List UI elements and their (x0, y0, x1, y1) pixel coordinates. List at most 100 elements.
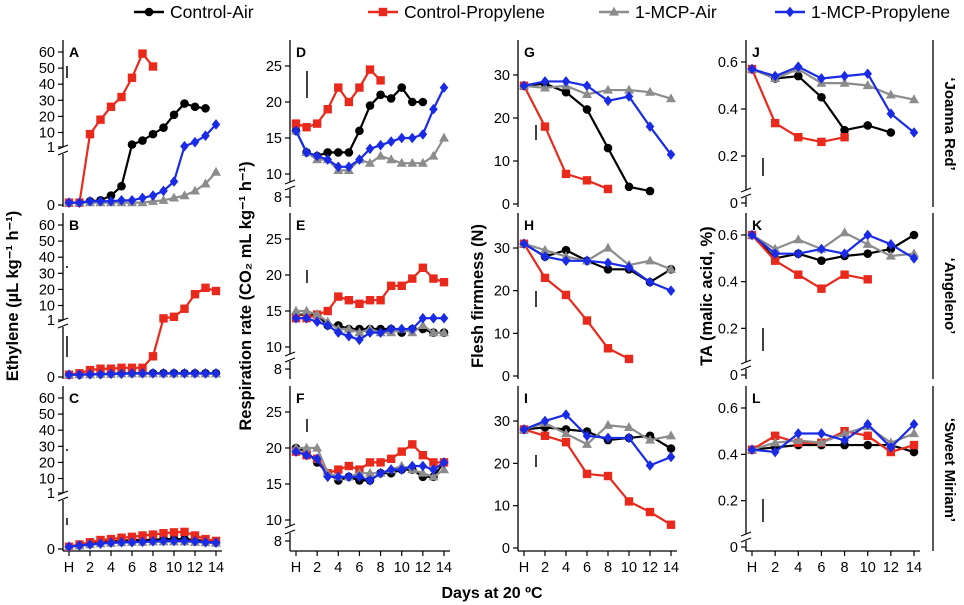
data-point-1-mcp-air (666, 264, 676, 273)
legend-marker-control-air (144, 7, 154, 17)
data-point-1-mcp-propylene (106, 195, 116, 207)
data-point-1-mcp-propylene (323, 471, 333, 483)
data-point-1-mcp-air (862, 239, 873, 248)
data-point-control-air (127, 140, 137, 149)
y-tick-label: 0.2 (718, 321, 738, 337)
data-point-control-air (180, 99, 189, 108)
y-tick-label: 8 (274, 190, 282, 206)
data-point-1-mcp-propylene (397, 132, 407, 144)
data-point-control-propylene (85, 129, 95, 139)
data-point-1-mcp-propylene (863, 68, 873, 80)
data-point-control-propylene (386, 281, 396, 290)
data-point-1-mcp-propylene (355, 154, 364, 165)
x-tick-label: 6 (355, 560, 363, 576)
data-point-1-mcp-air (770, 437, 781, 447)
data-point-1-mcp-propylene (886, 108, 896, 119)
data-point-control-propylene (770, 256, 780, 265)
axis-break-gap (58, 320, 68, 327)
y-tick-label: 0.4 (718, 447, 738, 463)
series-control-propylene (291, 263, 449, 323)
data-point-1-mcp-propylene (540, 251, 550, 262)
data-point-1-mcp-propylene (770, 248, 780, 259)
data-point-control-air (148, 129, 158, 139)
y-tick-label: 20 (39, 282, 55, 298)
data-point-control-propylene (180, 527, 189, 537)
data-point-1-mcp-propylene (645, 460, 655, 471)
data-point-1-mcp-propylene (747, 229, 757, 241)
data-point-1-mcp-propylene (407, 132, 417, 144)
axis-break-mark (284, 357, 296, 363)
legend-label-1-mcp-propylene: 1-MCP-Propylene (811, 2, 950, 22)
data-point-1-mcp-propylene (886, 239, 896, 250)
series-1-mcp-propylene (519, 409, 676, 471)
panel-letter: E (296, 217, 305, 233)
data-point-1-mcp-propylene (75, 197, 84, 208)
series-1-mcp-propylene (291, 82, 449, 173)
panel-letter: C (69, 390, 79, 406)
cultivar-label-joanna-red: ‘Joanna Red’ (941, 77, 958, 170)
y-tick-label: 0.2 (718, 149, 738, 165)
data-point-control-air (886, 128, 896, 137)
data-point-1-mcp-propylene (211, 119, 221, 130)
y-tick-label: 30 (39, 93, 55, 109)
data-point-control-propylene (418, 451, 428, 460)
axis-break-mark (284, 529, 296, 535)
data-point-control-air (909, 230, 919, 240)
data-point-1-mcp-propylene (909, 127, 919, 138)
data-point-control-air (863, 440, 873, 450)
data-point-control-propylene (540, 273, 550, 283)
series-line-1-mcp-air (751, 231, 915, 258)
y-tick-label: 1 (47, 486, 55, 502)
data-point-1-mcp-propylene (863, 418, 873, 430)
data-point-1-mcp-propylene (211, 368, 221, 379)
data-point-1-mcp-air (291, 305, 301, 315)
y-tick-label: 10 (494, 326, 510, 342)
legend-label-control-air: Control-Air (170, 2, 254, 22)
data-point-control-propylene (190, 531, 200, 540)
panel-letter: I (524, 390, 528, 406)
data-point-control-air (624, 182, 634, 192)
data-point-1-mcp-propylene (333, 327, 343, 338)
data-point-control-propylene (561, 437, 571, 447)
data-point-1-mcp-propylene (519, 424, 529, 435)
y-tick-label: 20 (266, 441, 282, 457)
data-point-1-mcp-air (793, 435, 804, 445)
data-point-control-propylene (603, 344, 613, 353)
x-tick-label: 6 (817, 560, 825, 576)
data-point-control-propylene (344, 296, 354, 305)
x-tick-label: 14 (208, 560, 224, 576)
data-point-1-mcp-air (909, 428, 919, 438)
series-1-mcp-propylene (519, 238, 676, 296)
data-point-1-mcp-propylene (624, 261, 634, 273)
panel-k: 0 0.2 0.4 0.6 K (718, 213, 919, 384)
cultivar-label-sweet-miriam: ‘Sweet Miriam’ (941, 418, 958, 522)
legend-item-control-propylene: Control-Propylene (368, 2, 545, 22)
data-point-1-mcp-air (603, 419, 613, 429)
data-point-control-propylene (840, 133, 849, 142)
x-tick-label: 4 (794, 560, 802, 576)
axis-break-gap (285, 526, 295, 533)
axis-break-mark (284, 185, 296, 191)
legend-label-1-mcp-air: 1-MCP-Air (635, 2, 717, 22)
data-point-control-propylene (138, 49, 147, 58)
data-point-1-mcp-propylene (96, 368, 105, 380)
data-point-control-propylene (334, 292, 343, 301)
y-tick-label: 0.2 (718, 494, 738, 510)
data-point-control-air (344, 148, 354, 157)
data-point-1-mcp-air (439, 464, 449, 474)
data-point-control-propylene (909, 440, 919, 450)
x-tick-label: H (747, 560, 757, 576)
data-point-1-mcp-propylene (169, 535, 179, 547)
data-point-1-mcp-propylene (519, 80, 529, 92)
data-point-1-mcp-propylene (561, 255, 571, 267)
data-point-1-mcp-propylene (418, 129, 428, 140)
data-point-1-mcp-air (417, 467, 428, 477)
data-point-1-mcp-propylene (201, 130, 210, 142)
data-point-1-mcp-propylene (365, 475, 375, 486)
data-point-control-propylene (291, 119, 301, 128)
series-1-mcp-propylene (64, 119, 221, 208)
data-point-1-mcp-propylene (117, 195, 126, 206)
data-point-1-mcp-propylene (582, 430, 592, 442)
